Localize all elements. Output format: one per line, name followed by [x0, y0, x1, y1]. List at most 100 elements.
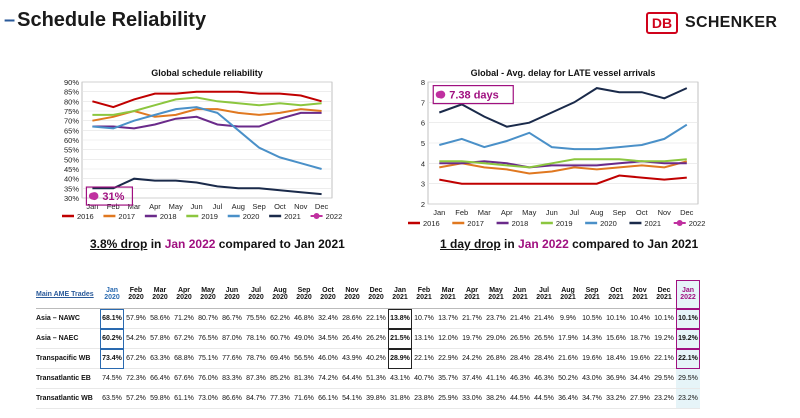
- column-header-month: Dec: [657, 287, 671, 294]
- annotation-dot: [437, 90, 446, 99]
- table-cell: 74.5%: [100, 368, 124, 389]
- table-cell: 9.9%: [556, 308, 580, 329]
- table-cell: 21.4%: [532, 308, 556, 329]
- table-cell: 10.1%: [652, 308, 676, 329]
- series-line-2021: [438, 87, 688, 128]
- row-label: Transatlantic WB: [36, 388, 100, 409]
- column-header-month: Nov: [633, 287, 647, 294]
- column-header-month: Oct: [610, 287, 622, 294]
- x-tick-label: Jun: [191, 202, 203, 211]
- table-cell: 28.9%: [388, 348, 412, 369]
- column-header-month: Jun: [513, 287, 527, 294]
- annotation-label: 7.38 days: [449, 90, 499, 102]
- x-tick-label: Apr: [501, 208, 513, 217]
- table-cell: 26.2%: [364, 328, 388, 349]
- table-cell: 57.9%: [124, 308, 148, 329]
- column-header: Jul 2021: [532, 280, 556, 309]
- y-tick-label: 45%: [64, 165, 79, 174]
- table-cell: 38.2%: [484, 388, 508, 409]
- table-cell: 72.3%: [124, 368, 148, 389]
- table-cell: 40.2%: [364, 348, 388, 369]
- x-tick-label: Jul: [213, 202, 223, 211]
- reliability-month: Jan 2022: [164, 237, 216, 251]
- column-header-year: 2020: [296, 294, 312, 301]
- series-line-2019: [439, 158, 687, 169]
- column-header-year: 2021: [416, 294, 432, 301]
- x-tick-label: Feb: [107, 202, 120, 211]
- series-line-2017: [439, 160, 688, 175]
- table-cell: 10.1%: [604, 308, 628, 329]
- series-line-2020: [92, 106, 322, 170]
- table-cell: 78.7%: [244, 348, 268, 369]
- column-header-year: 2020: [128, 294, 144, 301]
- table-cell: 26.5%: [532, 328, 556, 349]
- trades-table: Main AME Trades Jan 2020 Feb 2020 Mar 2020 Apr…: [36, 280, 700, 409]
- column-header: Dec 2021: [652, 280, 676, 309]
- table-cell: 46.0%: [316, 348, 340, 369]
- row-label: Asia – NAEC: [36, 328, 100, 349]
- y-tick-label: 7: [421, 98, 425, 107]
- column-header-month: Apr: [177, 287, 191, 294]
- table-row: Transatlantic EB 74.5% 72.3% 66.4% 67.6% 76.0…: [36, 368, 700, 389]
- table-cell: 57.8%: [148, 328, 172, 349]
- column-header: Jun 2020: [220, 280, 244, 309]
- column-header-month: May: [489, 287, 503, 294]
- x-tick-label: May: [522, 208, 536, 217]
- table-cell: 28.6%: [340, 308, 364, 329]
- legend-label-2019: 2019: [556, 219, 573, 228]
- chart-title: Global - Avg. delay for LATE vessel arri…: [471, 68, 656, 78]
- annotation-label: 31%: [102, 191, 124, 203]
- x-tick-label: Feb: [455, 208, 468, 217]
- column-header-month: Apr: [465, 287, 479, 294]
- table-cell: 29.5%: [652, 368, 676, 389]
- y-tick-label: 4: [421, 159, 425, 168]
- table-cell: 68.1%: [100, 308, 124, 329]
- x-tick-label: Dec: [680, 208, 694, 217]
- column-header-month: Jul: [538, 287, 550, 294]
- x-tick-label: Sep: [252, 202, 265, 211]
- column-header: Dec 2020: [364, 280, 388, 309]
- column-header-month: Jan: [393, 287, 407, 294]
- table-cell: 29.5%: [676, 368, 700, 389]
- annotation-dot: [90, 192, 99, 201]
- column-header-year: 2021: [440, 294, 456, 301]
- series-line-2020: [439, 123, 688, 151]
- x-tick-label: Mar: [128, 202, 141, 211]
- annotation-box: [85, 186, 134, 206]
- reliability-chart: Global schedule reliability30%35%40%45%5…: [62, 68, 343, 221]
- column-header-month: Sep: [297, 287, 311, 294]
- table-cell: 10.4%: [628, 308, 652, 329]
- table-cell: 22.1%: [652, 348, 676, 369]
- column-header-month: Aug: [561, 287, 575, 294]
- column-header: Apr 2021: [460, 280, 484, 309]
- legend-label-2022: 2022: [326, 212, 343, 221]
- table-row: Asia – NAWC 68.1% 57.9% 58.6% 71.2% 80.7% 86.7…: [36, 308, 700, 329]
- table-cell: 36.4%: [556, 388, 580, 409]
- column-header: Mar 2021: [436, 280, 460, 309]
- table-cell: 83.3%: [220, 368, 244, 389]
- table-cell: 59.8%: [148, 388, 172, 409]
- legend-marker-2022: [676, 220, 683, 226]
- table-cell: 21.7%: [460, 308, 484, 329]
- column-header-year: 2021: [392, 294, 408, 301]
- table-cell: 21.4%: [508, 308, 532, 329]
- table-cell: 19.2%: [652, 328, 676, 349]
- series-line-2019: [92, 96, 322, 116]
- table-cell: 37.4%: [460, 368, 484, 389]
- row-label: Transpacific WB: [36, 348, 100, 369]
- delay-drop: 1 day drop: [440, 237, 501, 251]
- x-tick-label: Aug: [590, 208, 603, 217]
- table-cell: 54.1%: [340, 388, 364, 409]
- brand-name: SCHENKER: [685, 14, 778, 31]
- column-header: Aug 2021: [556, 280, 580, 309]
- y-tick-label: 50%: [64, 155, 79, 164]
- column-header-year: 2020: [248, 294, 264, 301]
- table-cell: 76.5%: [196, 328, 220, 349]
- row-label: Transatlantic EB: [36, 368, 100, 389]
- column-header-month: Jul: [250, 287, 262, 294]
- y-tick-label: 40%: [64, 175, 79, 184]
- column-header: Sep 2020: [292, 280, 316, 309]
- column-header-month: Feb: [129, 287, 143, 294]
- brand-logo: DB SCHENKER: [646, 12, 777, 34]
- table-row: Transpacific WB 73.4% 67.2% 63.3% 68.8% 75.1%…: [36, 348, 700, 369]
